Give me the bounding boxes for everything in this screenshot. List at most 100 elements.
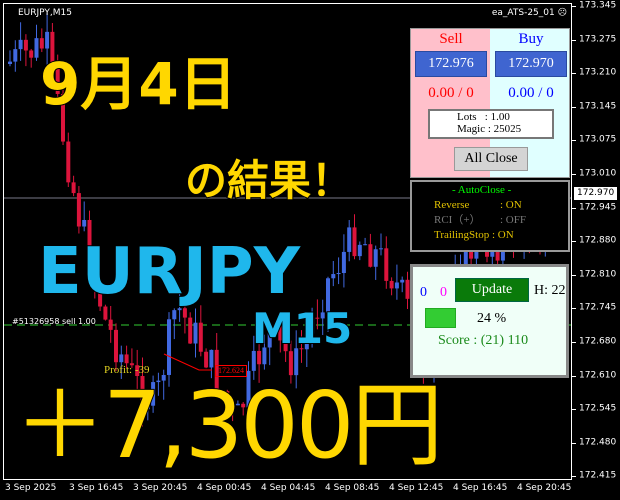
candle-body bbox=[124, 354, 129, 364]
update-button[interactable]: Update bbox=[455, 278, 529, 302]
time-axis-label: 4 Sep 12:45 bbox=[389, 483, 444, 493]
candle-body bbox=[103, 306, 108, 320]
overlay-pair: EURJPY bbox=[37, 235, 301, 309]
candle-body bbox=[145, 405, 150, 410]
autoclose-title: - AutoClose - bbox=[452, 184, 512, 196]
candle-body bbox=[389, 280, 394, 289]
autoclose-value: : OFF bbox=[500, 214, 526, 226]
candle-body bbox=[241, 403, 246, 408]
candle-body bbox=[310, 317, 315, 334]
chart-symbol: EURJPY,M15 bbox=[18, 8, 72, 18]
candle-body bbox=[198, 322, 203, 352]
candle-body bbox=[352, 227, 357, 257]
price-axis-label: 172.745 bbox=[579, 302, 617, 313]
candle-body bbox=[8, 61, 12, 64]
time-axis-label: 4 Sep 20:45 bbox=[517, 483, 572, 493]
buy-button[interactable]: 172.970 bbox=[495, 51, 567, 77]
candle-body bbox=[326, 278, 330, 313]
progress-bar bbox=[425, 308, 457, 328]
candle-body bbox=[331, 274, 336, 279]
candle-body bbox=[71, 182, 76, 194]
price-tick bbox=[572, 342, 576, 343]
price-tick bbox=[572, 241, 576, 243]
time-axis-label: 3 Sep 2025 bbox=[5, 483, 57, 493]
candle-body bbox=[267, 332, 272, 348]
price-tick bbox=[572, 375, 576, 377]
price-tick bbox=[572, 476, 576, 478]
score-text: Score : (21) 110 bbox=[438, 333, 529, 348]
candle-body bbox=[209, 349, 214, 368]
price-tick bbox=[572, 106, 576, 108]
candle-body bbox=[82, 219, 87, 227]
candle-body bbox=[288, 351, 293, 376]
price-tick bbox=[572, 308, 576, 310]
candle-body bbox=[246, 370, 251, 408]
candle-body bbox=[66, 141, 71, 183]
buy-title: Buy bbox=[518, 31, 544, 47]
candle-body bbox=[92, 273, 97, 284]
price-axis-label: 172.880 bbox=[579, 235, 617, 246]
candle-body bbox=[45, 31, 50, 49]
autoclose-value: : ON bbox=[491, 229, 514, 241]
candle-body bbox=[55, 62, 60, 94]
price-tick bbox=[572, 140, 576, 142]
candle-body bbox=[294, 348, 299, 376]
candle-body bbox=[114, 329, 118, 363]
candle-body bbox=[167, 319, 171, 375]
all-close-button[interactable]: All Close bbox=[454, 147, 528, 171]
candle-body bbox=[204, 351, 209, 368]
trade-panel: Sell Buy 172.976 172.970 0.00 / 0 0.00 /… bbox=[410, 28, 570, 178]
status-panel: 0 0 Update H: 22 24 % Score : (21) 110 bbox=[410, 264, 569, 378]
candle-body bbox=[368, 244, 373, 267]
candle-body bbox=[98, 283, 103, 307]
price-axis-label: 172.610 bbox=[579, 370, 617, 381]
current-price-label: 172.970 bbox=[574, 187, 618, 200]
candle-body bbox=[151, 382, 156, 406]
count-blue: 0 bbox=[420, 285, 427, 300]
candle-body bbox=[278, 326, 283, 341]
order-line-label: #51326958 sell 1.00 bbox=[12, 317, 96, 326]
candle-body bbox=[23, 39, 28, 51]
sell-button[interactable]: 172.976 bbox=[415, 51, 487, 77]
autoclose-label: TrailingStop bbox=[434, 229, 490, 241]
time-axis-label: 4 Sep 00:45 bbox=[197, 483, 252, 493]
candle-body bbox=[262, 347, 267, 365]
price-tick bbox=[572, 39, 576, 41]
buy-pl: 0.00 / 0 bbox=[508, 85, 554, 101]
candle-body bbox=[400, 279, 405, 283]
magic-text: Magic : 25025 bbox=[457, 123, 522, 135]
price-axis-label: 172.945 bbox=[579, 202, 617, 213]
price-axis-label: 172.680 bbox=[579, 336, 617, 347]
progress-label: 24 % bbox=[477, 311, 507, 326]
candle-body bbox=[394, 282, 399, 289]
candle-body bbox=[304, 333, 309, 350]
overlay-date: 9月4日 bbox=[39, 50, 238, 118]
price-axis-label: 173.010 bbox=[579, 168, 617, 179]
candle-body bbox=[172, 310, 177, 320]
candle-body bbox=[463, 234, 468, 271]
autoclose-value: : ON bbox=[500, 199, 522, 211]
price-axis-label: 173.145 bbox=[579, 101, 617, 112]
price-tick bbox=[572, 6, 576, 7]
candle-body bbox=[61, 93, 65, 142]
price-axis-label: 173.345 bbox=[579, 0, 617, 11]
candle-body bbox=[29, 50, 34, 58]
candle-body bbox=[320, 312, 325, 319]
price-axis-label: 172.545 bbox=[579, 403, 617, 414]
candle-body bbox=[119, 354, 124, 363]
autoclose-label: Reverse bbox=[434, 199, 470, 211]
candle-body bbox=[230, 403, 235, 406]
price-tick bbox=[572, 274, 576, 276]
candle-body bbox=[18, 39, 23, 50]
profit-label: Profit: -39 bbox=[104, 364, 150, 376]
candle-body bbox=[299, 348, 304, 350]
price-axis-label: 173.210 bbox=[579, 67, 617, 78]
candle-body bbox=[182, 308, 187, 318]
price-tick bbox=[572, 174, 576, 175]
count-magenta: 0 bbox=[440, 285, 447, 300]
price-axis-label: 172.810 bbox=[579, 269, 617, 280]
frown-face-icon: ☹ bbox=[557, 8, 567, 18]
candle-body bbox=[193, 322, 198, 344]
candle-body bbox=[34, 38, 39, 58]
price-tick bbox=[572, 409, 576, 411]
